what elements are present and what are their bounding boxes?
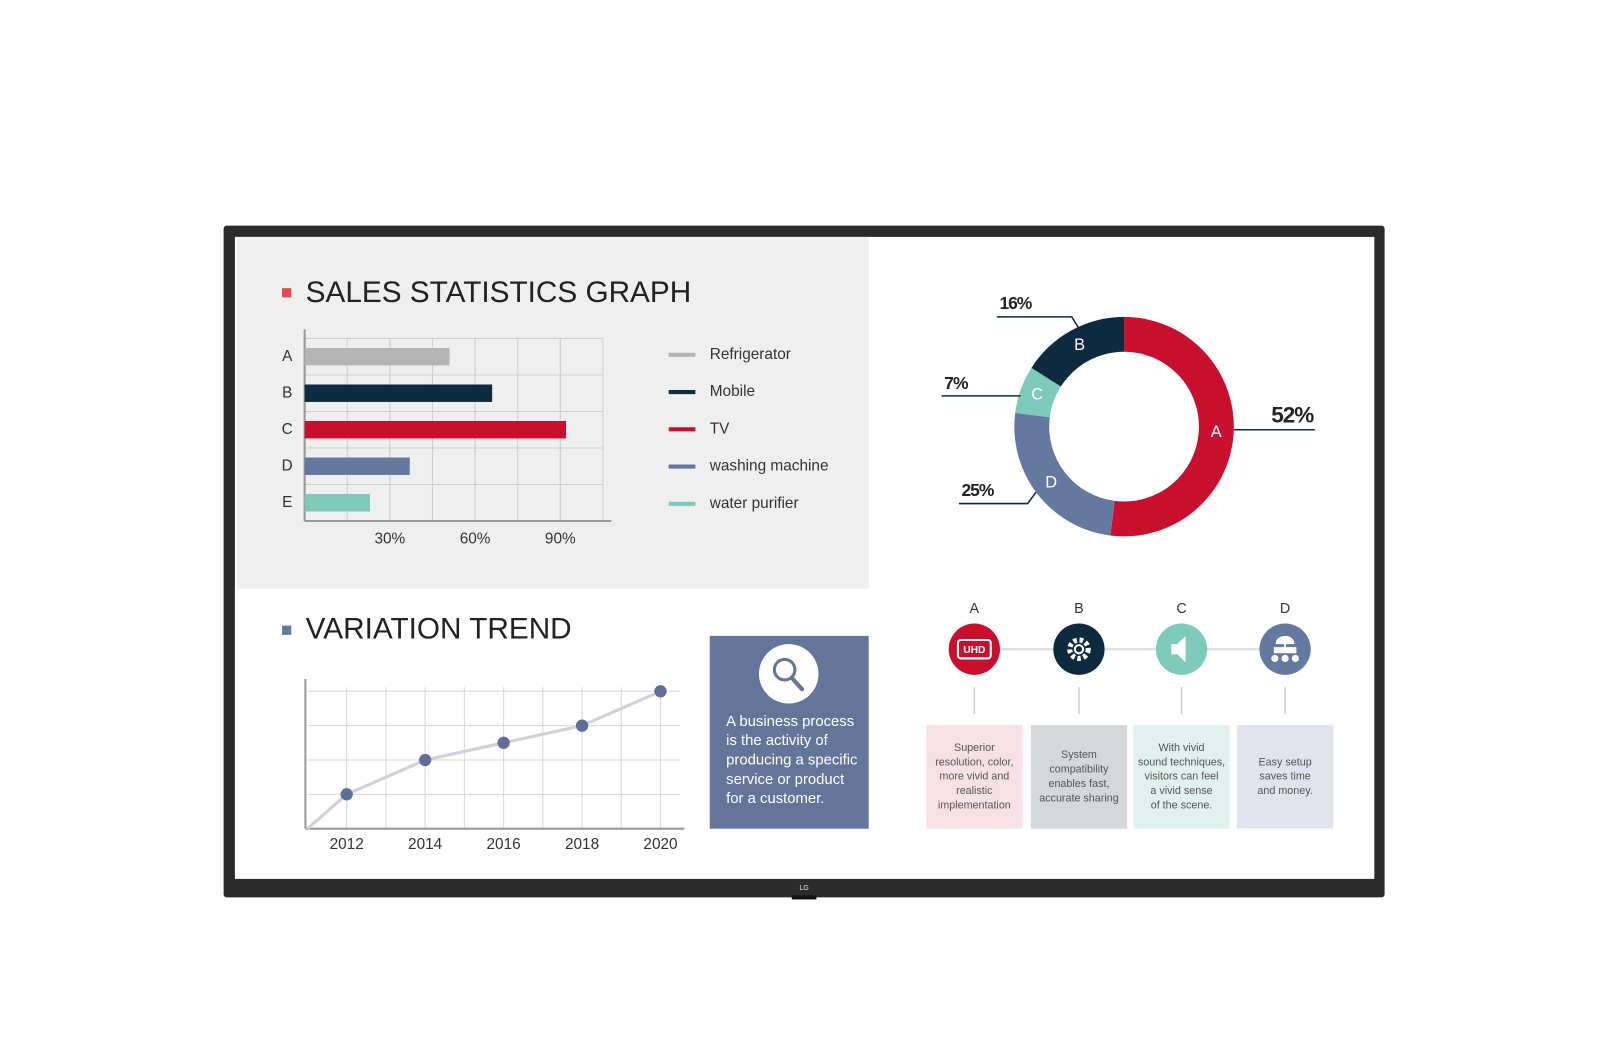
bar: [304, 384, 493, 402]
leader-line: [958, 491, 1037, 505]
title-marker: [282, 625, 292, 635]
feature-letter: B: [1074, 601, 1084, 617]
bar: [304, 347, 450, 366]
chart-title: SALES STATISTICS GRAPH: [306, 276, 692, 309]
feature-text: and money.: [1257, 785, 1312, 797]
feature-text: realistic: [956, 785, 993, 797]
info-text: for a customer.: [726, 791, 824, 807]
feature-text: resolution, color,: [935, 756, 1013, 768]
title-marker: [282, 288, 292, 298]
legend-label: water purifier: [709, 495, 799, 512]
sales-panel: [236, 236, 869, 589]
search-icon: [789, 675, 805, 692]
gear-icon: [1067, 637, 1091, 661]
point: [340, 788, 353, 801]
point: [654, 685, 667, 698]
y-tick-label: E: [282, 494, 292, 511]
value-label: 16%: [999, 293, 1032, 313]
x-tick-label: 2018: [565, 836, 599, 853]
feature-text: enables fast,: [1048, 778, 1109, 790]
feature-text: visitors can feel: [1144, 771, 1218, 783]
legend-label: Refrigerator: [710, 346, 791, 363]
logo: LG: [799, 884, 809, 892]
value-label: 25%: [962, 480, 995, 500]
network-icon: [1273, 635, 1297, 654]
feature-icon: [1053, 623, 1105, 675]
bar: [304, 421, 567, 439]
feature-text: Easy setup: [1259, 756, 1312, 768]
slice-label: A: [1211, 423, 1222, 441]
search-icon: [772, 657, 797, 682]
feature-text: System: [1061, 749, 1097, 761]
network-icon: [1291, 654, 1299, 663]
info-text: service or product: [726, 772, 845, 788]
donut-slice: [1110, 316, 1234, 537]
feature-text: accurate sharing: [1039, 792, 1118, 804]
search-icon-bg: [758, 644, 819, 704]
feature-letter: C: [1176, 601, 1186, 617]
x-tick-label: 2014: [408, 836, 443, 853]
feature-text: a vivid sense: [1150, 785, 1212, 797]
bar: [304, 457, 410, 475]
uhd-icon: [956, 638, 992, 660]
info-text: is the activity of: [726, 733, 828, 749]
legend-label: Mobile: [710, 383, 755, 400]
slice-label: C: [1031, 386, 1043, 404]
slice-label: B: [1074, 336, 1085, 354]
x-tick-label: 90%: [545, 531, 576, 548]
feature-text: compatibility: [1049, 764, 1109, 776]
point: [497, 736, 510, 749]
point: [418, 753, 432, 767]
network-icon: [1281, 654, 1289, 663]
y-tick-label: A: [282, 348, 293, 365]
leader-line: [996, 316, 1081, 331]
x-tick-label: 2020: [643, 836, 677, 853]
feature-text: of the scene.: [1151, 799, 1213, 811]
legend-label: TV: [710, 420, 730, 437]
line-lead-in: [306, 793, 348, 830]
feature-box: [1236, 725, 1334, 829]
feature-box: [1133, 725, 1230, 829]
legend-label: washing machine: [709, 458, 829, 475]
feature-box: [926, 725, 1023, 829]
network-icon: [1271, 654, 1279, 663]
feature-text: saves time: [1259, 771, 1310, 783]
feature-text: more vivid and: [939, 771, 1009, 783]
uhd-text: UHD: [963, 645, 985, 656]
bar: [304, 494, 370, 512]
speaker-icon: [1171, 635, 1186, 663]
feature-icon: [948, 623, 1000, 675]
x-tick-label: 2012: [330, 836, 364, 853]
feature-text: With vivid: [1159, 742, 1205, 754]
slice-label: D: [1045, 474, 1057, 492]
y-tick-label: B: [282, 384, 292, 401]
feature-letter: A: [970, 601, 980, 617]
info-text: producing a specific: [726, 753, 858, 769]
feature-text: Superior: [954, 742, 995, 754]
feature-text: sound techniques,: [1138, 756, 1225, 768]
donut-slice: [1015, 367, 1061, 418]
value-label: 52%: [1271, 402, 1314, 427]
feature-box: [1030, 725, 1128, 829]
tv-stand-tab: [791, 895, 817, 900]
x-tick-label: 2016: [486, 836, 520, 853]
gear-icon: [1073, 644, 1085, 655]
x-tick-label: 30%: [374, 531, 405, 548]
feature-text: implementation: [938, 799, 1011, 811]
x-tick-label: 60%: [460, 531, 491, 548]
value-label: 7%: [944, 373, 969, 393]
donut-slice: [1014, 412, 1115, 536]
chart-title: VARIATION TREND: [306, 613, 572, 646]
y-tick-label: D: [282, 457, 293, 474]
info-text: A business process: [726, 714, 854, 730]
point: [575, 719, 589, 732]
feature-letter: D: [1280, 601, 1290, 617]
y-tick-label: C: [282, 421, 293, 438]
donut-slice: [1031, 316, 1125, 387]
